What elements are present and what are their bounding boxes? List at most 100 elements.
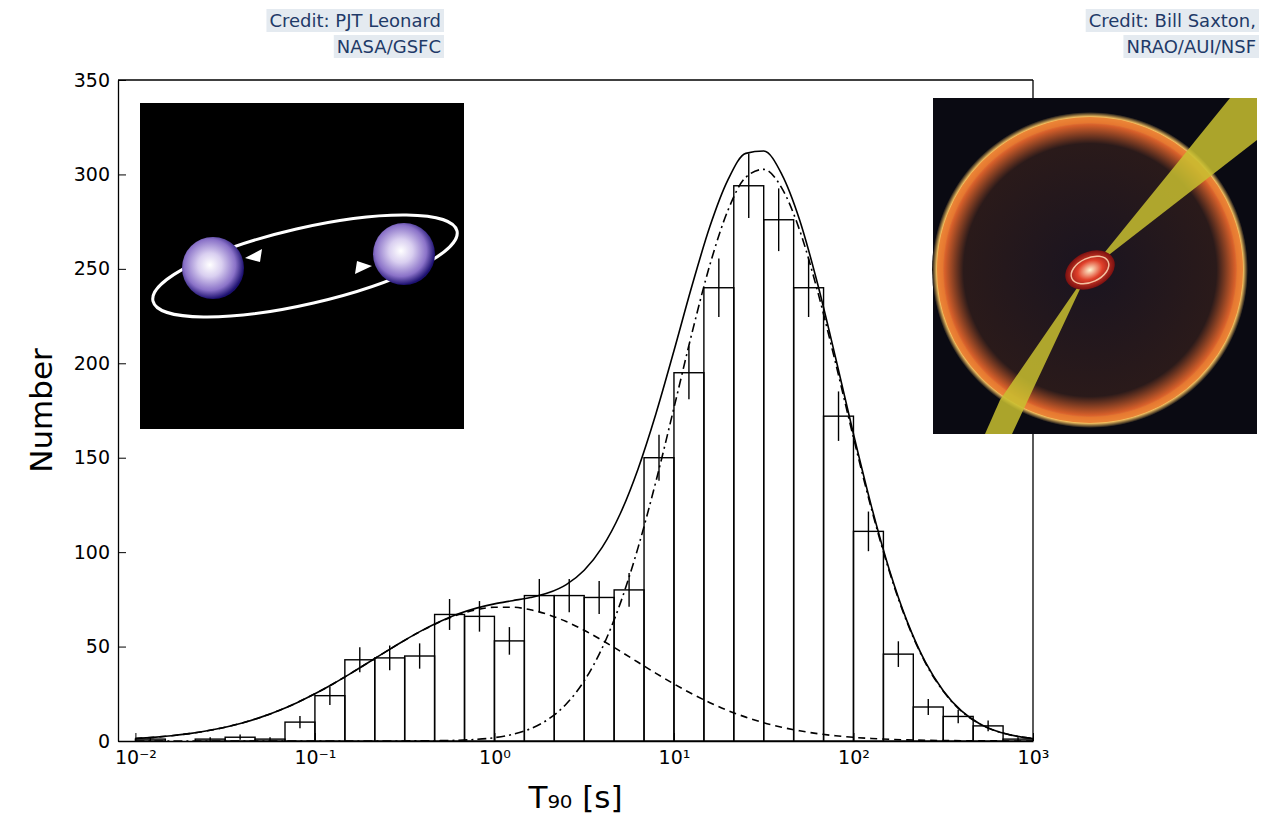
y-tick: 200 (74, 352, 126, 374)
histogram-bar (644, 458, 674, 741)
x-tick-label: 10⁻² (115, 746, 157, 768)
error-bar (868, 512, 869, 552)
histogram-bar (465, 616, 495, 741)
error-bar (928, 699, 929, 715)
histogram-bar (524, 596, 554, 741)
y-axis-title: Number (23, 348, 59, 473)
y-tick-label: 200 (74, 352, 110, 374)
histogram-bar (704, 288, 734, 741)
x-tick-label: 10⁻¹ (295, 746, 337, 768)
histogram-bar (494, 641, 524, 741)
x-axis-line (119, 741, 1034, 742)
disk (1059, 243, 1121, 298)
error-bar (838, 391, 839, 440)
error-bar (778, 188, 779, 251)
error-bar (449, 599, 450, 630)
inset-binary (140, 103, 466, 429)
y-tick-mark (118, 363, 126, 364)
credit-text: NRAO/AUI/NSF (1126, 36, 1256, 57)
credit-text: NASA/GSFC (337, 36, 441, 57)
histogram-bar (764, 220, 794, 741)
orbit-arrow (245, 249, 262, 262)
error-bar (598, 581, 599, 614)
y-tick: 250 (74, 257, 126, 279)
histogram-bar (435, 614, 465, 741)
inset-background (140, 103, 464, 429)
credit-text: Credit: Bill Saxton, (1089, 10, 1256, 31)
chart-canvas: 10⁻² 10⁻¹ 10⁰ 10¹ 10² 10³ 0 50 100 150 200 250 300 35… (0, 0, 1268, 820)
jet (1092, 98, 1257, 268)
error-bar (329, 686, 330, 705)
x-tick-mark (315, 733, 316, 741)
star (182, 237, 244, 299)
jet (985, 272, 1088, 434)
y-tick-label: 100 (74, 541, 110, 563)
histogram-bar (405, 656, 435, 741)
histogram-bar (584, 597, 614, 741)
x-tick-mark (135, 733, 136, 741)
y-tick: 300 (74, 163, 126, 185)
credit: Credit: PJT Leonard NASA/GSFC (266, 9, 444, 58)
fit-curve (135, 607, 1033, 741)
y-tick-mark (118, 552, 126, 553)
error-bar (299, 716, 300, 728)
credit-background (334, 35, 444, 58)
error-bar (688, 346, 689, 399)
x-tick-label: 10⁰ (479, 746, 511, 768)
y-tick-mark (118, 174, 126, 175)
inset-background (933, 98, 1257, 434)
credit-background (266, 9, 444, 32)
x-tick: 10⁰ (479, 733, 511, 768)
x-tick-mark (674, 733, 675, 741)
x-axis-title: T₉₀ [s] (528, 779, 623, 815)
y-axis-line (118, 81, 119, 742)
y-tick-label: 300 (74, 163, 110, 185)
y-tick-label: 0 (98, 730, 110, 752)
y-tick: 150 (74, 446, 126, 468)
error-bar (898, 641, 899, 667)
x-tick-mark (853, 733, 854, 741)
y-tick-mark (118, 647, 126, 648)
error-bar (209, 737, 210, 741)
credit: Credit: Bill Saxton, NRAO/AUI/NSF (1086, 9, 1259, 58)
orbit (144, 194, 465, 338)
error-bar (569, 579, 570, 612)
histogram-bar (853, 531, 883, 741)
histogram-bar (794, 288, 824, 741)
error-bar (479, 601, 480, 632)
y-tick-label: 250 (74, 257, 110, 279)
histogram-bar (614, 590, 644, 741)
error-bar (628, 573, 629, 607)
x-tick: 10⁻² (115, 733, 157, 768)
y-tick-label: 150 (74, 446, 110, 468)
error-bar (748, 153, 749, 218)
x-tick-label: 10² (838, 746, 870, 768)
x-tick-label: 10³ (1018, 746, 1050, 768)
error-bar (509, 627, 510, 655)
credit-background (1086, 9, 1259, 32)
error-bar (808, 258, 809, 317)
disk-ring (1067, 251, 1113, 290)
credit-text: Credit: PJT Leonard (269, 10, 441, 31)
histogram-bar (554, 596, 584, 741)
y-tick-label: 350 (74, 69, 110, 91)
y-tick: 50 (86, 635, 126, 657)
credit-background (1123, 35, 1259, 58)
inset-collapsar (932, 98, 1257, 434)
error-bar (987, 721, 988, 732)
x-tick-label: 10¹ (659, 746, 691, 768)
x-axis: 10⁻² 10⁻¹ 10⁰ 10¹ 10² 10³ (115, 733, 1049, 768)
error-bar (419, 643, 420, 668)
y-tick-mark (118, 741, 126, 742)
y-tick-mark (118, 458, 126, 459)
x-tick: 10² (838, 733, 870, 768)
y-axis: 0 50 100 150 200 250 300 350 (74, 69, 126, 752)
orbit-arrow (355, 261, 372, 274)
frame-top (118, 79, 1033, 80)
error-bar (718, 258, 719, 317)
error-bar (239, 735, 240, 740)
histogram-bar (824, 416, 854, 741)
y-tick: 0 (98, 730, 126, 752)
x-tick-mark (494, 733, 495, 741)
histogram-bar (883, 654, 913, 741)
